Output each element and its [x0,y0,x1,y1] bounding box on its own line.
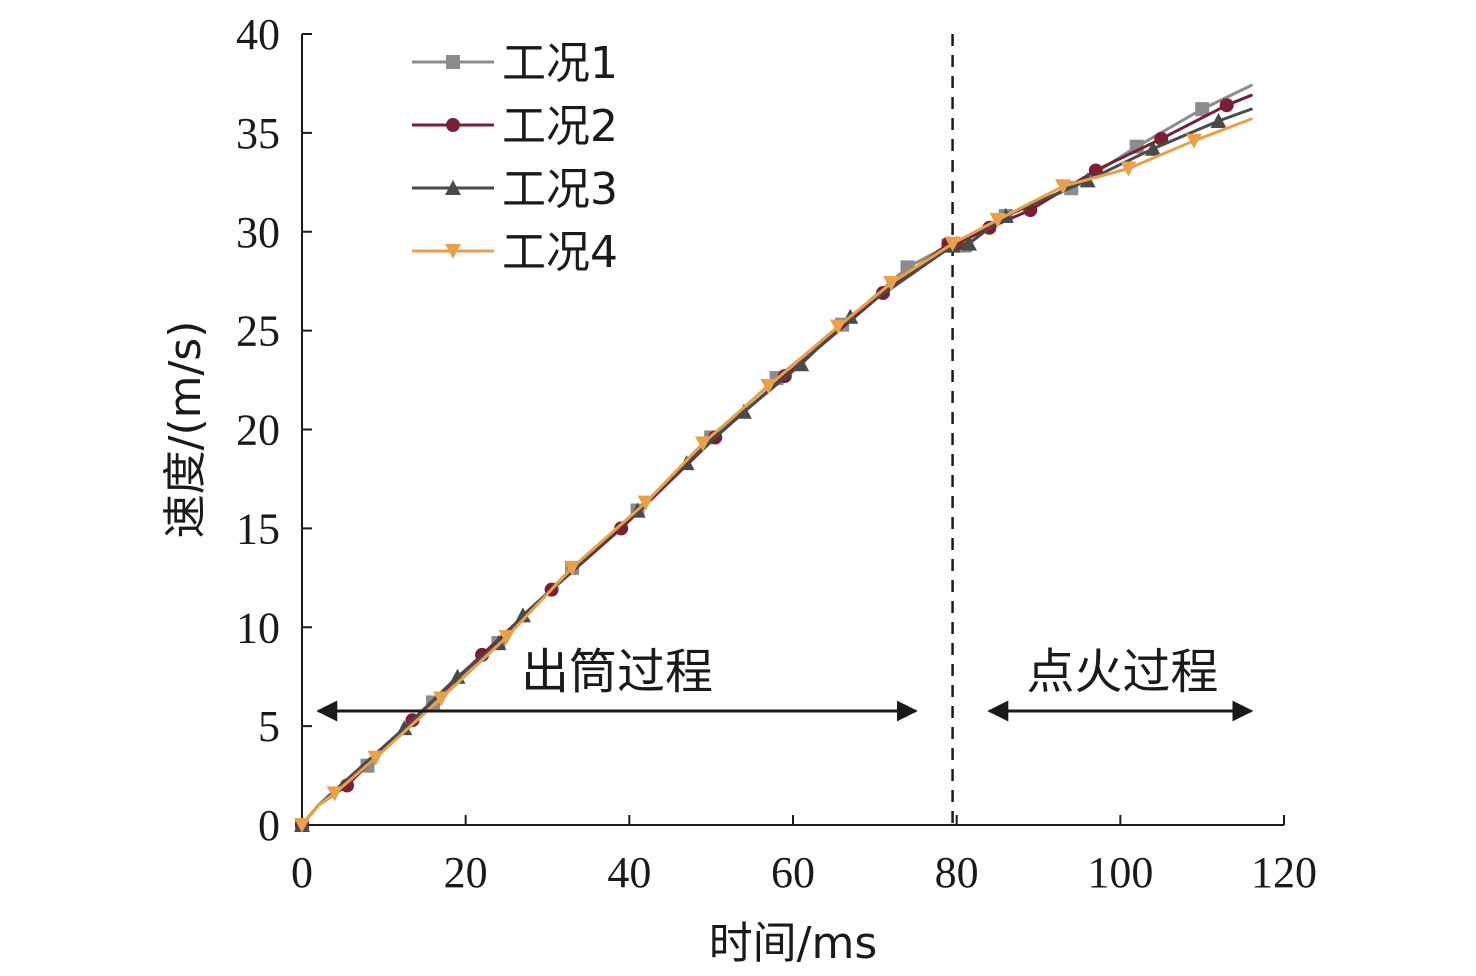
annotations-group: 出筒过程 点火过程 [316,644,1254,722]
y-tick-label: 10 [236,603,280,652]
annotation-label-1: 出筒过程 [521,644,713,700]
series-3-point [1210,113,1227,129]
series-3-point [514,607,531,623]
series-group [294,83,1253,833]
y-tick-label: 25 [236,307,280,356]
series-1 [295,83,1253,832]
series-1-point [1195,102,1210,117]
series-4-point [637,495,654,511]
series-4-point [294,818,310,833]
series-4-point [326,786,343,802]
y-tick-label: 5 [258,702,280,751]
series-2-point [614,521,629,536]
series-4-point [1185,133,1202,149]
series-2-line [300,93,1253,827]
series-3-point [793,356,810,372]
x-tick-label: 80 [935,848,979,897]
series-3-point [1145,140,1162,156]
series-2 [295,93,1253,832]
x-tick-label: 40 [607,848,651,897]
series-3 [294,107,1253,832]
series-4-point [1055,179,1072,195]
series-1-line [300,83,1253,827]
axes: 0 20 40 60 80 100 120 0 5 10 15 20 25 30 35 40 时间/ms 速度/(… [160,10,1317,969]
series-2-point [1219,98,1234,113]
legend: 工况1 工况2 工况3 工况4 [412,38,618,278]
series-4-point [760,378,777,394]
series-4-point [564,560,581,576]
x-tick-label: 20 [444,848,488,897]
series-4-point [1120,161,1137,177]
x-tick-label: 60 [771,848,815,897]
x-axis-title: 时间/ms [709,918,878,969]
series-4-point [367,750,384,766]
series-4 [294,117,1253,833]
series-3-point [490,635,507,651]
legend-swatch-marker [445,244,461,259]
series-3-point [396,720,413,736]
legend-swatch-marker [446,118,460,132]
legend-label: 工况4 [502,227,618,278]
x-tick-label: 120 [1251,848,1317,897]
series-3-point [960,235,977,251]
series-4-point [830,319,847,335]
y-tick-label: 0 [258,801,280,850]
legend-swatch-marker [445,180,461,195]
series-4-point [694,436,711,452]
series-4-point [433,691,450,707]
legend-label: 工况3 [502,164,618,215]
series-4-line [300,117,1253,827]
y-tick-label: 15 [236,504,280,553]
x-tick-label: 100 [1087,848,1153,897]
series-3-point [735,403,752,419]
y-tick-label: 40 [236,10,280,59]
series-4-point [989,212,1006,228]
y-tick-label: 35 [236,109,280,158]
series-3-line [300,107,1253,827]
series-4-point [498,630,515,646]
legend-swatch-marker [446,55,460,69]
series-4-point [883,276,900,292]
annotation-label-2: 点火过程 [1026,644,1218,700]
y-axis-title: 速度/(m/s) [160,321,211,539]
legend-label: 工况2 [502,101,618,152]
y-tick-label: 20 [236,406,280,455]
series-4-point [944,236,961,252]
x-tick-label: 0 [291,848,313,897]
y-tick-label: 30 [236,208,280,257]
legend-label: 工况1 [502,38,618,89]
